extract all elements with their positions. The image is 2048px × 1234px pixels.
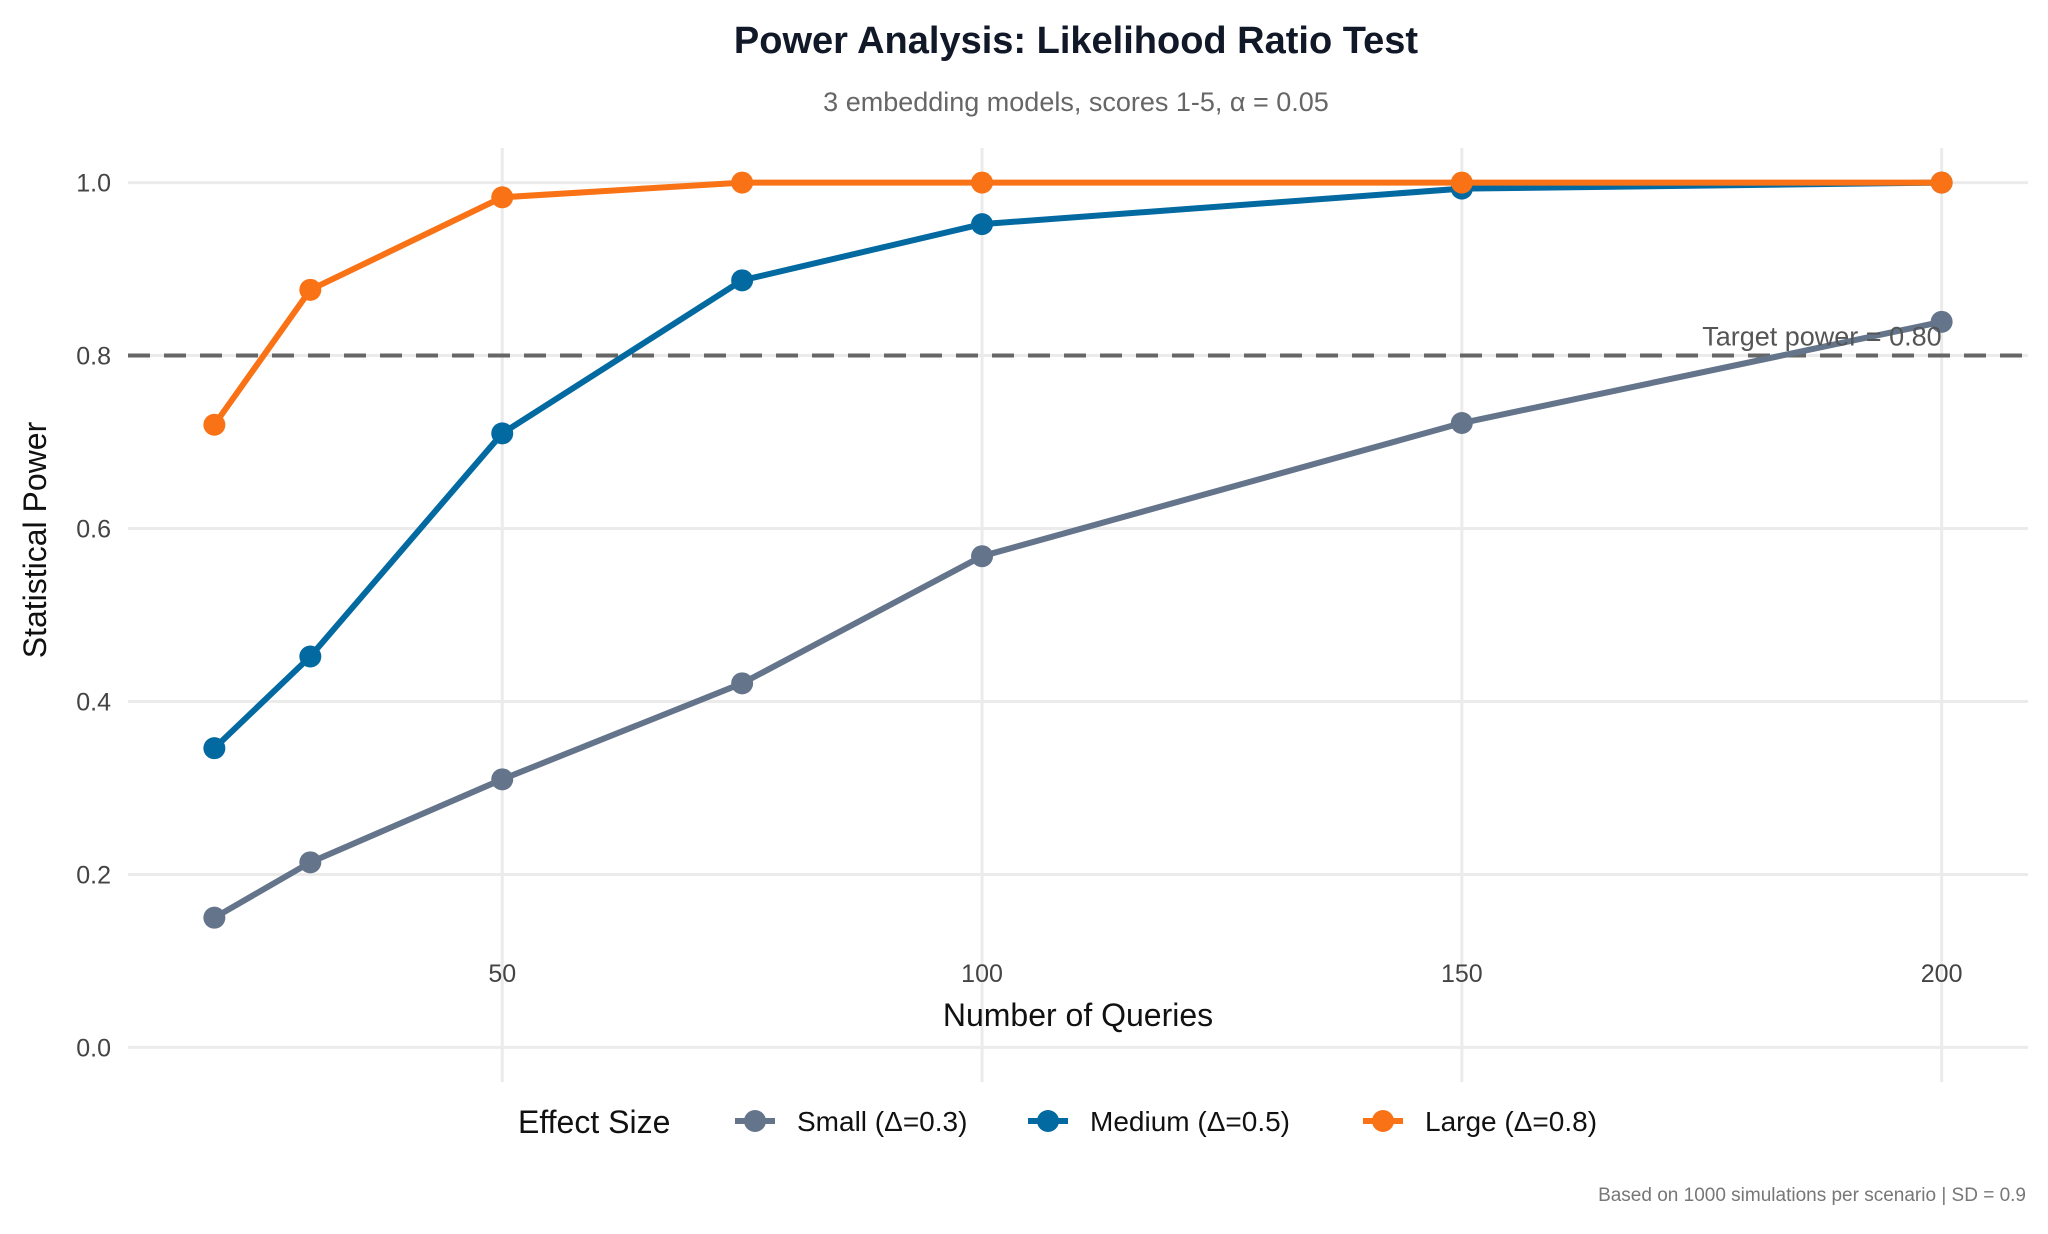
data-point [731, 269, 754, 292]
chart-caption: Based on 1000 simulations per scenario |… [1598, 1185, 2026, 1206]
series-medium [203, 171, 1953, 760]
data-point [1930, 171, 1953, 194]
data-point [299, 278, 322, 301]
data-point [203, 737, 226, 760]
x-tick-label: 100 [961, 960, 1003, 988]
legend-title: Effect Size [518, 1104, 670, 1140]
legend: Effect Size Small (Δ=0.3) Medium (Δ=0.5) L… [518, 1104, 1597, 1140]
data-point [203, 413, 226, 436]
y-tick-label: 1.0 [76, 170, 111, 198]
y-axis-ticks: 0.0 0.2 0.4 0.6 0.8 1.0 [76, 170, 111, 1063]
legend-item: Medium (Δ=0.5) [1028, 1106, 1290, 1137]
data-point [491, 422, 514, 445]
data-point [299, 851, 322, 874]
data-point [971, 171, 994, 194]
data-point [731, 672, 754, 695]
x-axis-ticks: 50 100 150 200 [488, 960, 1962, 988]
y-tick-label: 0.6 [76, 516, 111, 544]
data-point [299, 645, 322, 668]
legend-label: Medium (Δ=0.5) [1090, 1106, 1290, 1137]
series-line [212, 318, 1943, 921]
data-point [971, 545, 994, 568]
series-group [203, 171, 1953, 929]
chart-subtitle: 3 embedding models, scores 1-5, α = 0.05 [823, 87, 1329, 117]
data-point [491, 186, 514, 209]
x-tick-label: 200 [1921, 960, 1963, 988]
target-power-label: Target power = 0.80 [1702, 322, 1941, 352]
data-point [1930, 310, 1953, 333]
grid [128, 148, 2028, 1082]
legend-label: Small (Δ=0.3) [797, 1106, 967, 1137]
y-tick-label: 0.8 [76, 343, 111, 371]
data-point [971, 213, 994, 236]
series-small [203, 310, 1953, 929]
legend-label: Large (Δ=0.8) [1425, 1106, 1597, 1137]
y-tick-label: 0.4 [76, 688, 111, 716]
legend-key-point [744, 1110, 766, 1132]
series-line [212, 179, 1942, 751]
chart-title: Power Analysis: Likelihood Ratio Test [734, 20, 1418, 62]
x-axis-title: Number of Queries [943, 997, 1213, 1033]
data-point [1450, 171, 1473, 194]
y-axis-title: Statistical Power [17, 421, 53, 658]
x-tick-label: 150 [1441, 960, 1483, 988]
data-point [731, 171, 754, 194]
y-tick-label: 0.2 [76, 861, 111, 889]
x-tick-label: 50 [488, 960, 516, 988]
series-large [203, 171, 1953, 436]
data-point [1450, 412, 1473, 435]
data-point [203, 906, 226, 929]
legend-item: Large (Δ=0.8) [1363, 1106, 1597, 1137]
legend-key-point [1037, 1110, 1059, 1132]
data-point [491, 768, 514, 791]
y-tick-label: 0.0 [76, 1034, 111, 1062]
legend-key-point [1372, 1110, 1394, 1132]
legend-item: Small (Δ=0.3) [735, 1106, 967, 1137]
